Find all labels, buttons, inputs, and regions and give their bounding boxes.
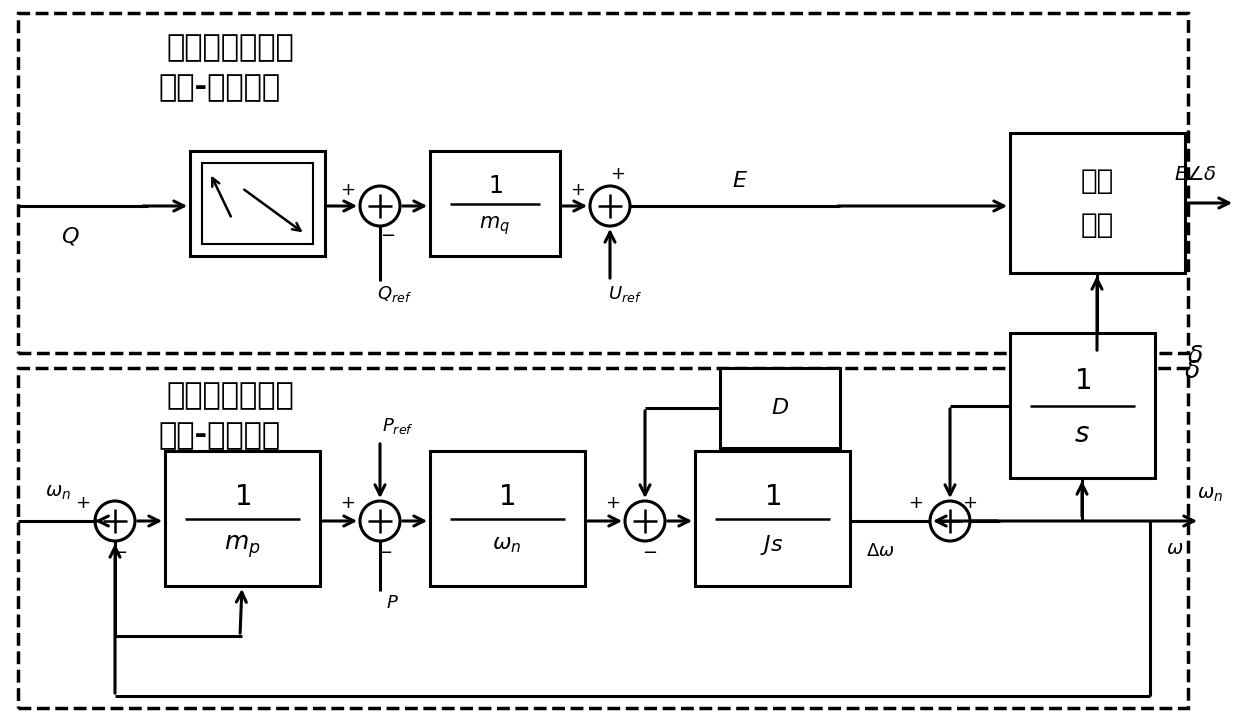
Bar xyxy=(1011,133,1185,273)
Text: $-$: $-$ xyxy=(642,542,657,560)
Text: 合成: 合成 xyxy=(1080,211,1114,239)
Text: $\omega$: $\omega$ xyxy=(1167,539,1184,558)
Text: $m_p$: $m_p$ xyxy=(223,534,260,560)
Bar xyxy=(190,151,325,256)
Text: $\omega_n$: $\omega_n$ xyxy=(492,535,522,555)
Circle shape xyxy=(930,501,970,541)
Bar xyxy=(19,13,1188,353)
Text: $1$: $1$ xyxy=(1074,367,1090,395)
Text: $U_{ref}$: $U_{ref}$ xyxy=(608,284,642,304)
Text: $+$: $+$ xyxy=(605,494,620,512)
Text: $P$: $P$ xyxy=(386,594,398,612)
Text: 无功-电压调节: 无功-电压调节 xyxy=(159,73,281,102)
Text: $1$: $1$ xyxy=(487,174,502,198)
Text: $1$: $1$ xyxy=(498,483,516,511)
Bar xyxy=(430,151,560,256)
Bar xyxy=(202,163,312,244)
Circle shape xyxy=(625,501,665,541)
Bar xyxy=(694,451,849,586)
Bar xyxy=(1011,333,1154,478)
Text: 虚拟同步发电机: 虚拟同步发电机 xyxy=(166,33,294,62)
Text: $-$: $-$ xyxy=(113,542,128,560)
Bar xyxy=(430,451,585,586)
Circle shape xyxy=(95,501,135,541)
Text: $s$: $s$ xyxy=(1074,420,1090,448)
Text: $Js$: $Js$ xyxy=(760,533,784,557)
Text: 电压: 电压 xyxy=(1080,167,1114,195)
Text: $+$: $+$ xyxy=(909,494,924,512)
Text: $\omega_n$: $\omega_n$ xyxy=(1197,486,1223,505)
Text: 虚拟同步发电机: 虚拟同步发电机 xyxy=(166,381,294,410)
Circle shape xyxy=(360,501,401,541)
Text: $+$: $+$ xyxy=(610,165,625,183)
Text: $+$: $+$ xyxy=(341,181,356,199)
Text: $1$: $1$ xyxy=(233,483,250,511)
Text: $+$: $+$ xyxy=(962,494,977,512)
Text: $D$: $D$ xyxy=(771,398,789,418)
Text: $\Delta\omega$: $\Delta\omega$ xyxy=(866,542,894,560)
Text: $+$: $+$ xyxy=(341,494,356,512)
Text: $\delta$: $\delta$ xyxy=(1184,359,1200,383)
Bar xyxy=(165,451,320,586)
Text: $\omega_n$: $\omega_n$ xyxy=(45,484,71,502)
Text: $Q$: $Q$ xyxy=(61,225,79,247)
Text: $E$: $E$ xyxy=(732,171,748,191)
Text: $E\angle\delta$: $E\angle\delta$ xyxy=(1173,166,1216,184)
Text: $+$: $+$ xyxy=(570,181,585,199)
Text: $-$: $-$ xyxy=(381,225,396,243)
Text: $\delta$: $\delta$ xyxy=(1187,344,1203,368)
Text: $P_{ref}$: $P_{ref}$ xyxy=(382,416,414,436)
Text: $Q_{ref}$: $Q_{ref}$ xyxy=(377,284,413,304)
Text: $m_q$: $m_q$ xyxy=(480,215,511,237)
Bar xyxy=(19,368,1188,708)
Text: $-$: $-$ xyxy=(377,542,393,560)
Text: 有功-频率调节: 有功-频率调节 xyxy=(159,422,281,451)
Circle shape xyxy=(590,186,630,226)
Circle shape xyxy=(360,186,401,226)
Text: $+$: $+$ xyxy=(76,494,91,512)
Bar xyxy=(720,368,839,448)
Text: $1$: $1$ xyxy=(764,483,780,511)
